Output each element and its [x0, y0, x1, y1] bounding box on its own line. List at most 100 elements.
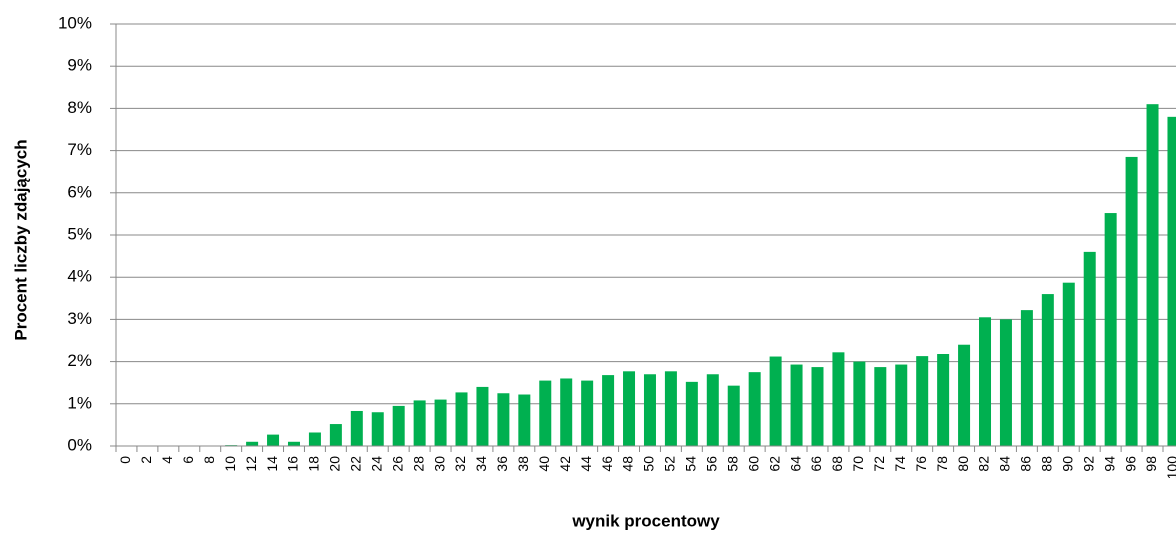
x-tick-label: 12 — [243, 456, 259, 472]
x-tick-label: 0 — [117, 456, 133, 464]
x-tick-label: 46 — [599, 456, 615, 472]
y-tick-label: 6% — [67, 182, 92, 201]
x-tick-label: 42 — [557, 456, 573, 472]
x-tick-label: 56 — [703, 456, 719, 472]
x-tick-label: 58 — [724, 456, 740, 472]
x-tick-label: 4 — [159, 456, 175, 464]
x-tick-label: 16 — [285, 456, 301, 472]
x-tick-label: 82 — [976, 456, 992, 472]
x-tick-label: 66 — [808, 456, 824, 472]
x-tick-label: 92 — [1080, 456, 1096, 472]
x-tick-label: 26 — [389, 456, 405, 472]
bar — [539, 380, 552, 446]
x-tick-label: 40 — [536, 456, 552, 472]
x-tick-label: 68 — [829, 456, 845, 472]
bar — [853, 361, 866, 446]
bar — [350, 410, 363, 446]
bar — [748, 372, 761, 446]
bar — [392, 405, 405, 446]
bar — [497, 393, 510, 446]
x-tick-label: 52 — [662, 456, 678, 472]
bar — [999, 319, 1012, 446]
bar — [958, 344, 971, 446]
bar — [1062, 282, 1075, 446]
x-tick-label: 48 — [620, 456, 636, 472]
x-tick-label: 50 — [641, 456, 657, 472]
x-tick-label: 88 — [1039, 456, 1055, 472]
y-tick-label: 8% — [67, 98, 92, 117]
x-tick-label: 10 — [222, 456, 238, 472]
bar — [685, 381, 698, 446]
y-tick-label: 3% — [67, 309, 92, 328]
bar — [560, 378, 573, 446]
y-tick-label: 9% — [67, 56, 92, 75]
bar — [246, 441, 259, 446]
bar — [434, 399, 447, 446]
x-tick-label: 14 — [264, 456, 280, 472]
x-tick-label: 100 — [1164, 456, 1176, 480]
y-tick-label: 10% — [58, 13, 92, 32]
x-tick-label: 84 — [997, 456, 1013, 472]
bar — [287, 441, 300, 446]
y-tick-label: 5% — [67, 224, 92, 243]
bar — [267, 434, 280, 446]
bar — [1146, 104, 1159, 447]
x-tick-label: 2 — [138, 456, 154, 464]
bar — [664, 371, 677, 446]
x-tick-label: 94 — [1101, 456, 1117, 472]
bar — [1104, 213, 1117, 446]
bar — [874, 367, 887, 446]
bar — [602, 375, 615, 446]
bar — [769, 356, 782, 446]
x-tick-label: 54 — [683, 456, 699, 472]
bar — [895, 364, 908, 446]
bar — [623, 371, 636, 446]
bar — [706, 374, 719, 446]
bar — [811, 367, 824, 446]
x-tick-label: 36 — [494, 456, 510, 472]
x-tick-label: 34 — [473, 456, 489, 472]
x-tick-label: 64 — [787, 456, 803, 472]
bar — [1083, 251, 1096, 446]
x-tick-label: 28 — [410, 456, 426, 472]
bar — [308, 432, 321, 446]
x-tick-label: 98 — [1143, 456, 1159, 472]
bar — [581, 380, 594, 446]
x-tick-label: 20 — [327, 456, 343, 472]
x-axis-title: wynik procentowy — [571, 511, 720, 530]
x-tick-label: 90 — [1059, 456, 1075, 472]
x-tick-label: 30 — [431, 456, 447, 472]
bar — [1125, 156, 1138, 446]
bar — [518, 394, 531, 446]
y-tick-label: 7% — [67, 140, 92, 159]
bar — [455, 392, 468, 446]
bar — [916, 356, 929, 446]
bar — [1020, 310, 1033, 446]
x-tick-label: 24 — [368, 456, 384, 472]
x-tick-label: 44 — [578, 456, 594, 472]
x-tick-label: 32 — [452, 456, 468, 472]
x-tick-label: 76 — [913, 456, 929, 472]
x-tick-label: 18 — [306, 456, 322, 472]
bar — [413, 400, 426, 446]
bar — [937, 354, 950, 446]
x-tick-label: 38 — [515, 456, 531, 472]
bar — [790, 364, 803, 446]
y-tick-label: 2% — [67, 351, 92, 370]
bar — [476, 386, 489, 446]
x-tick-label: 74 — [892, 456, 908, 472]
x-tick-label: 6 — [180, 456, 196, 464]
x-tick-label: 78 — [934, 456, 950, 472]
x-tick-label: 80 — [955, 456, 971, 472]
y-tick-label: 0% — [67, 435, 92, 454]
x-tick-label: 70 — [850, 456, 866, 472]
x-tick-label: 22 — [348, 456, 364, 472]
x-tick-label: 60 — [745, 456, 761, 472]
bar — [1167, 116, 1176, 446]
bar — [727, 385, 740, 446]
y-tick-label: 1% — [67, 393, 92, 412]
bar — [643, 374, 656, 446]
x-tick-label: 72 — [871, 456, 887, 472]
y-tick-label: 4% — [67, 267, 92, 286]
bar — [329, 424, 342, 446]
